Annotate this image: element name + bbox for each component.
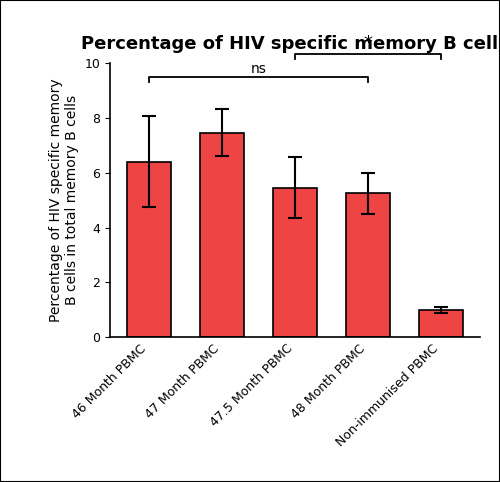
Bar bbox=[346, 193, 390, 337]
Text: *: * bbox=[364, 34, 372, 52]
Bar bbox=[200, 133, 244, 337]
Bar bbox=[273, 187, 317, 337]
Y-axis label: Percentage of HIV specific memory
B cells in total memory B cells: Percentage of HIV specific memory B cell… bbox=[48, 78, 79, 322]
Title: Percentage of HIV specific memory B cells: Percentage of HIV specific memory B cell… bbox=[81, 35, 500, 53]
Bar bbox=[420, 310, 463, 337]
Text: ns: ns bbox=[250, 62, 266, 76]
Bar bbox=[127, 161, 170, 337]
